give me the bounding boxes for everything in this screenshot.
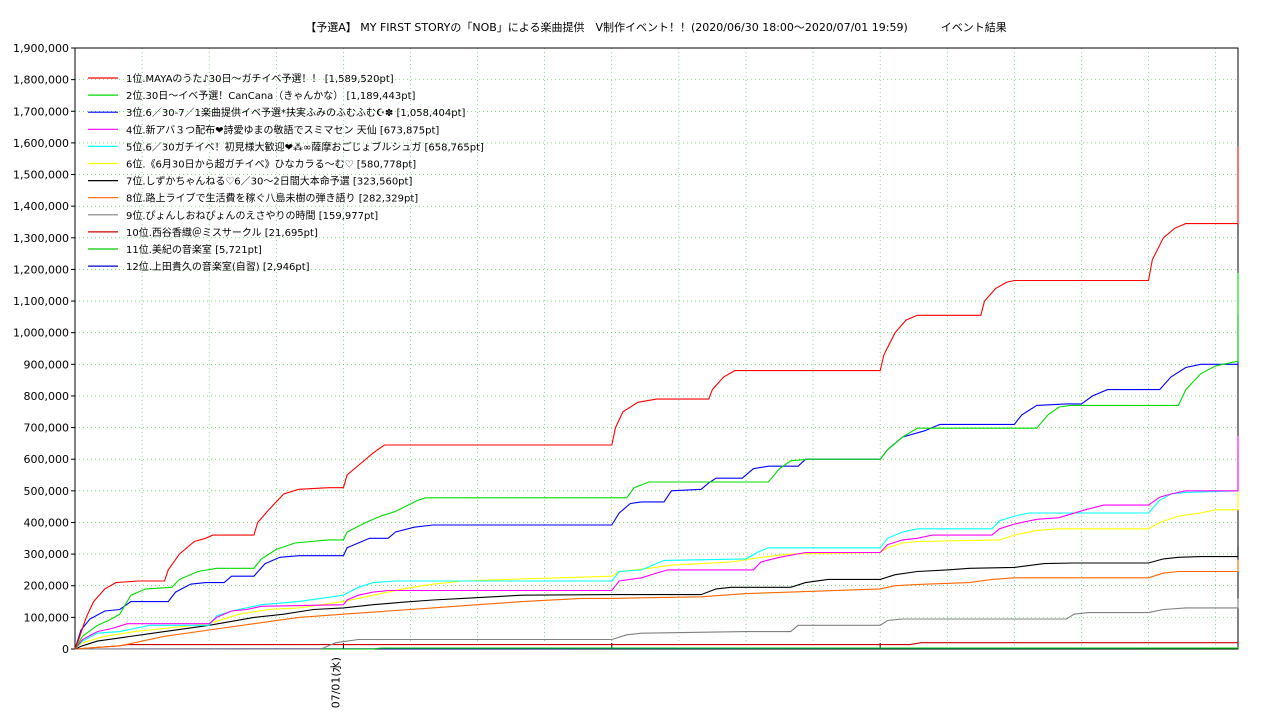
y-tick-label: 1,800,000: [13, 74, 69, 87]
legend-entry: 7位.しずかちゃんねる♡6／30～2日間大本命予選 [323,560pt]: [126, 175, 412, 188]
series-line: [74, 314, 1239, 650]
legend-entry: 8位.路上ライブで生活費を稼ぐ八島未樹の弾き語り [282,329pt]: [126, 192, 418, 205]
series-line: [74, 559, 1239, 650]
y-tick-label: 600,000: [24, 453, 70, 466]
y-tick-label: 900,000: [24, 358, 70, 371]
legend-entry: 9位.ぴょんしおねぴょんのえさやりの時間 [159,977pt]: [126, 209, 378, 222]
legend-entry: 4位.新アバ３つ配布❤詩愛ゆまの敬語でスミマセン 天仙 [673,875pt]: [126, 123, 439, 136]
series-lines: [74, 146, 1239, 650]
legend-entry: 10位.西谷香織＠ミスサークル [21,695pt]: [126, 226, 318, 239]
x-tick-label: 07/01(水): [329, 657, 342, 708]
y-tick-label: 1,300,000: [13, 232, 69, 245]
x-axis: 07/01(水): [329, 643, 881, 708]
series-line: [74, 146, 1239, 650]
series-line: [74, 546, 1239, 650]
y-tick-label: 100,000: [24, 611, 70, 624]
legend-entry: 12位.上田貴久の音楽室(自習) [2,946pt]: [126, 260, 310, 273]
series-line: [74, 465, 1239, 650]
grid: [75, 47, 1238, 649]
legend-entry: 3位.6／30-7／1楽曲提供イベ予選*扶実ふみのふむふむ☪✽ [1,058,4…: [126, 106, 466, 119]
y-tick-label: 1,600,000: [13, 137, 69, 150]
y-tick-label: 1,400,000: [13, 200, 69, 213]
y-tick-label: 300,000: [24, 548, 70, 561]
legend-entry: 11位.美紀の音楽室 [5,721pt]: [126, 243, 262, 256]
y-tick-label: 1,100,000: [13, 295, 69, 308]
series-line: [74, 272, 1239, 650]
y-tick-label: 800,000: [24, 390, 70, 403]
legend: 1位.MAYAのうた♪30日～ガチイベ予選！！ [1,589,520pt] 2位.…: [88, 72, 484, 273]
series-line: [74, 435, 1239, 650]
y-tick-label: 1,000,000: [13, 327, 69, 340]
y-axis: 0 100,000 200,000 300,000 400,000 500,000 600,…: [13, 42, 75, 656]
legend-entry: 2位.30日～イベ予選！CanCana（きゃんかな） [1,189,443pt]: [126, 89, 416, 102]
y-tick-label: 400,000: [24, 516, 70, 529]
legend-entry: 1位.MAYAのうた♪30日～ガチイベ予選！！ [1,589,520pt]: [126, 72, 394, 85]
series-line: [75, 598, 1239, 650]
y-tick-label: 1,500,000: [13, 169, 69, 182]
legend-entry: 6位.《6月30日から超ガチイベ》ひなカラる～む♡ [580,778pt]: [126, 158, 416, 171]
plot-frame: [74, 47, 1239, 650]
y-tick-label: 1,200,000: [13, 263, 69, 276]
y-tick-label: 500,000: [24, 485, 70, 498]
y-tick-label: 1,900,000: [13, 42, 69, 55]
y-tick-label: 700,000: [24, 422, 70, 435]
y-tick-label: 200,000: [24, 580, 70, 593]
chart-title: 【予選A】 MY FIRST STORYの「NOB」による楽曲提供 V制作イベン…: [305, 20, 1007, 34]
y-tick-label: 1,700,000: [13, 105, 69, 118]
y-tick-label: 0: [62, 643, 69, 656]
legend-entry: 5位.6／30ガチイベ！初見様大歓迎❤⁂∞薩摩おごじょブルシュガ [658,76…: [126, 140, 484, 153]
